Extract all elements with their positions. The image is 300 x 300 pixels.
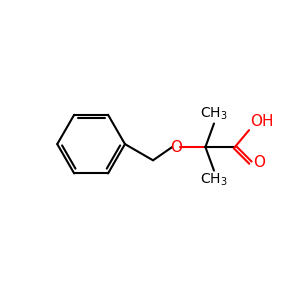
Text: CH$_3$: CH$_3$ (200, 106, 228, 122)
Text: CH$_3$: CH$_3$ (200, 172, 228, 188)
Text: O: O (170, 140, 182, 154)
Text: OH: OH (250, 114, 274, 129)
Text: O: O (254, 155, 266, 170)
